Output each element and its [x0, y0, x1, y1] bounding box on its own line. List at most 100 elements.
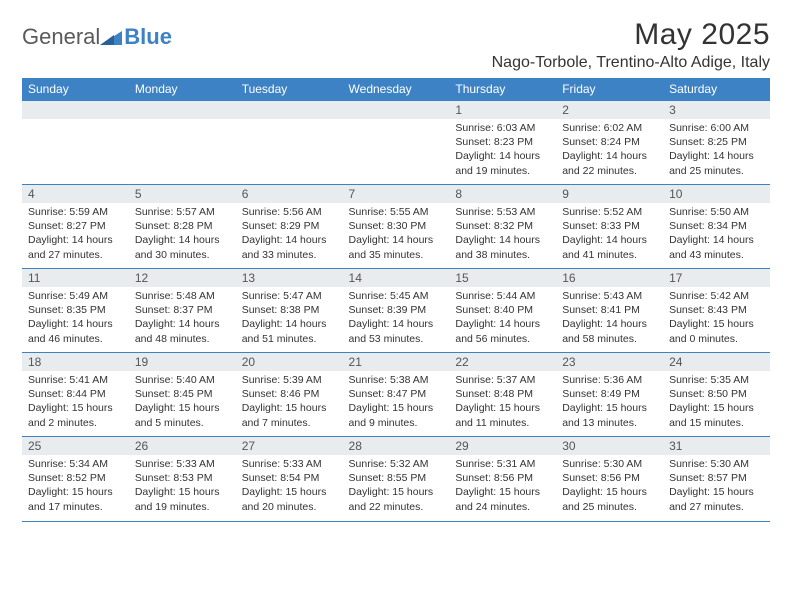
day-number: 20	[236, 353, 343, 371]
location-line: Nago-Torbole, Trentino-Alto Adige, Italy	[492, 54, 770, 72]
day-details: Sunrise: 5:37 AMSunset: 8:48 PMDaylight:…	[449, 371, 556, 434]
calendar-day-cell	[22, 101, 129, 185]
daylight-line: Daylight: 15 hours	[28, 485, 123, 499]
daylight-line: Daylight: 15 hours	[455, 401, 550, 415]
daylight-line: and 25 minutes.	[562, 500, 657, 514]
sunrise-line: Sunrise: 5:50 AM	[669, 205, 764, 219]
day-number: 16	[556, 269, 663, 287]
day-details: Sunrise: 5:57 AMSunset: 8:28 PMDaylight:…	[129, 203, 236, 266]
daylight-line: Daylight: 14 hours	[562, 317, 657, 331]
sunrise-line: Sunrise: 5:30 AM	[669, 457, 764, 471]
daylight-line: Daylight: 14 hours	[28, 233, 123, 247]
calendar-day-cell: 5Sunrise: 5:57 AMSunset: 8:28 PMDaylight…	[129, 185, 236, 269]
sunrise-line: Sunrise: 5:40 AM	[135, 373, 230, 387]
calendar-day-cell: 7Sunrise: 5:55 AMSunset: 8:30 PMDaylight…	[343, 185, 450, 269]
daylight-line: and 19 minutes.	[135, 500, 230, 514]
day-details: Sunrise: 5:30 AMSunset: 8:56 PMDaylight:…	[556, 455, 663, 518]
daylight-line: and 48 minutes.	[135, 332, 230, 346]
day-number-empty	[343, 101, 450, 119]
daylight-line: Daylight: 14 hours	[455, 317, 550, 331]
calendar-day-cell: 8Sunrise: 5:53 AMSunset: 8:32 PMDaylight…	[449, 185, 556, 269]
weekday-header: Tuesday	[236, 78, 343, 101]
daylight-line: Daylight: 15 hours	[242, 485, 337, 499]
daylight-line: and 15 minutes.	[669, 416, 764, 430]
day-number: 11	[22, 269, 129, 287]
calendar-day-cell: 25Sunrise: 5:34 AMSunset: 8:52 PMDayligh…	[22, 437, 129, 521]
header: General Blue May 2025 Nago-Torbole, Tren…	[22, 18, 770, 72]
sunset-line: Sunset: 8:53 PM	[135, 471, 230, 485]
sunset-line: Sunset: 8:55 PM	[349, 471, 444, 485]
day-number: 6	[236, 185, 343, 203]
sunset-line: Sunset: 8:48 PM	[455, 387, 550, 401]
calendar-day-cell: 15Sunrise: 5:44 AMSunset: 8:40 PMDayligh…	[449, 269, 556, 353]
day-number: 1	[449, 101, 556, 119]
daylight-line: and 27 minutes.	[28, 248, 123, 262]
daylight-line: and 22 minutes.	[349, 500, 444, 514]
day-number: 10	[663, 185, 770, 203]
calendar-day-cell: 6Sunrise: 5:56 AMSunset: 8:29 PMDaylight…	[236, 185, 343, 269]
sunrise-line: Sunrise: 5:34 AM	[28, 457, 123, 471]
day-number: 19	[129, 353, 236, 371]
daylight-line: and 33 minutes.	[242, 248, 337, 262]
day-details: Sunrise: 5:44 AMSunset: 8:40 PMDaylight:…	[449, 287, 556, 350]
sunset-line: Sunset: 8:25 PM	[669, 135, 764, 149]
daylight-line: Daylight: 14 hours	[28, 317, 123, 331]
sunset-line: Sunset: 8:38 PM	[242, 303, 337, 317]
weekday-header: Monday	[129, 78, 236, 101]
calendar-day-cell: 4Sunrise: 5:59 AMSunset: 8:27 PMDaylight…	[22, 185, 129, 269]
sunset-line: Sunset: 8:35 PM	[28, 303, 123, 317]
daylight-line: Daylight: 15 hours	[562, 401, 657, 415]
sunrise-line: Sunrise: 5:39 AM	[242, 373, 337, 387]
daylight-line: Daylight: 14 hours	[669, 233, 764, 247]
daylight-line: Daylight: 15 hours	[349, 485, 444, 499]
calendar-week-row: 25Sunrise: 5:34 AMSunset: 8:52 PMDayligh…	[22, 437, 770, 521]
sunset-line: Sunset: 8:43 PM	[669, 303, 764, 317]
daylight-line: and 2 minutes.	[28, 416, 123, 430]
day-details: Sunrise: 5:55 AMSunset: 8:30 PMDaylight:…	[343, 203, 450, 266]
calendar-day-cell: 29Sunrise: 5:31 AMSunset: 8:56 PMDayligh…	[449, 437, 556, 521]
calendar-day-cell: 11Sunrise: 5:49 AMSunset: 8:35 PMDayligh…	[22, 269, 129, 353]
sunrise-line: Sunrise: 5:41 AM	[28, 373, 123, 387]
sunrise-line: Sunrise: 5:47 AM	[242, 289, 337, 303]
daylight-line: and 0 minutes.	[669, 332, 764, 346]
day-details: Sunrise: 5:33 AMSunset: 8:54 PMDaylight:…	[236, 455, 343, 518]
daylight-line: Daylight: 15 hours	[669, 401, 764, 415]
day-number: 27	[236, 437, 343, 455]
calendar-day-cell	[236, 101, 343, 185]
day-number: 28	[343, 437, 450, 455]
calendar-week-row: 1Sunrise: 6:03 AMSunset: 8:23 PMDaylight…	[22, 101, 770, 185]
daylight-line: Daylight: 15 hours	[135, 401, 230, 415]
calendar-day-cell: 30Sunrise: 5:30 AMSunset: 8:56 PMDayligh…	[556, 437, 663, 521]
daylight-line: Daylight: 15 hours	[28, 401, 123, 415]
day-number: 13	[236, 269, 343, 287]
title-block: May 2025 Nago-Torbole, Trentino-Alto Adi…	[492, 18, 770, 72]
calendar-day-cell: 28Sunrise: 5:32 AMSunset: 8:55 PMDayligh…	[343, 437, 450, 521]
calendar-day-cell: 16Sunrise: 5:43 AMSunset: 8:41 PMDayligh…	[556, 269, 663, 353]
sunrise-line: Sunrise: 5:53 AM	[455, 205, 550, 219]
day-number: 12	[129, 269, 236, 287]
day-number: 25	[22, 437, 129, 455]
calendar-day-cell: 24Sunrise: 5:35 AMSunset: 8:50 PMDayligh…	[663, 353, 770, 437]
weekday-header-row: Sunday Monday Tuesday Wednesday Thursday…	[22, 78, 770, 101]
sunrise-line: Sunrise: 5:31 AM	[455, 457, 550, 471]
daylight-line: Daylight: 14 hours	[349, 233, 444, 247]
day-details: Sunrise: 5:34 AMSunset: 8:52 PMDaylight:…	[22, 455, 129, 518]
daylight-line: and 53 minutes.	[349, 332, 444, 346]
daylight-line: Daylight: 14 hours	[562, 233, 657, 247]
calendar-day-cell: 13Sunrise: 5:47 AMSunset: 8:38 PMDayligh…	[236, 269, 343, 353]
sunrise-line: Sunrise: 5:45 AM	[349, 289, 444, 303]
sunset-line: Sunset: 8:28 PM	[135, 219, 230, 233]
sunset-line: Sunset: 8:40 PM	[455, 303, 550, 317]
day-number: 5	[129, 185, 236, 203]
day-details: Sunrise: 5:43 AMSunset: 8:41 PMDaylight:…	[556, 287, 663, 350]
sunrise-line: Sunrise: 5:48 AM	[135, 289, 230, 303]
daylight-line: Daylight: 14 hours	[135, 233, 230, 247]
calendar-day-cell: 18Sunrise: 5:41 AMSunset: 8:44 PMDayligh…	[22, 353, 129, 437]
daylight-line: Daylight: 14 hours	[455, 149, 550, 163]
day-details: Sunrise: 5:49 AMSunset: 8:35 PMDaylight:…	[22, 287, 129, 350]
calendar-day-cell	[343, 101, 450, 185]
weekday-header: Sunday	[22, 78, 129, 101]
day-number: 3	[663, 101, 770, 119]
daylight-line: and 41 minutes.	[562, 248, 657, 262]
daylight-line: Daylight: 15 hours	[349, 401, 444, 415]
